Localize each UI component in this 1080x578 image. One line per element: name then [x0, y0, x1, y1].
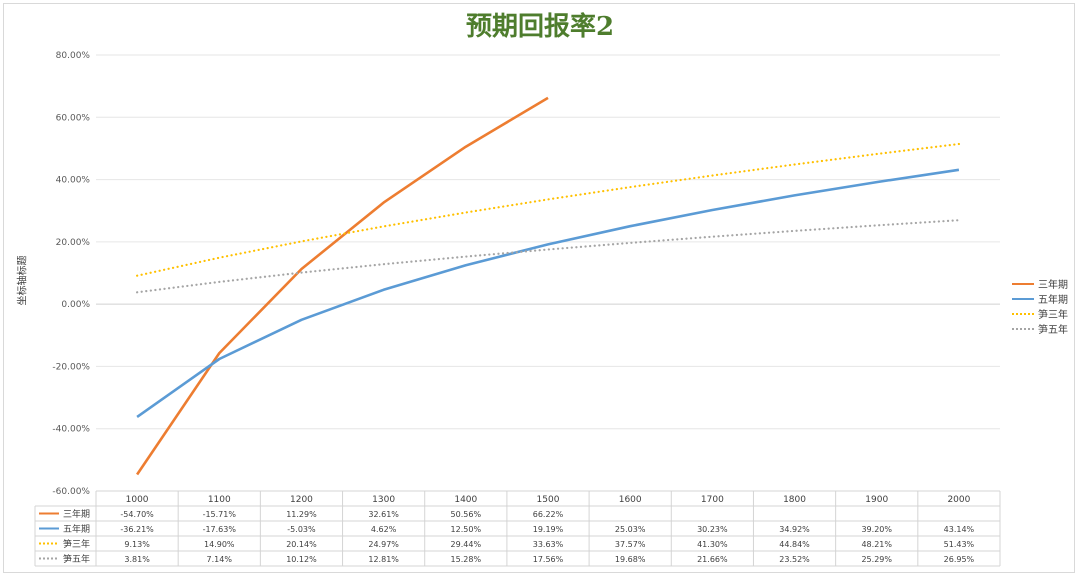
x-tick-label: 1000 — [126, 495, 149, 505]
x-tick-label: 1400 — [454, 495, 477, 505]
table-cell: -15.71% — [203, 510, 237, 519]
x-tick-label: 1600 — [619, 495, 642, 505]
table-cell: 26.95% — [944, 555, 975, 564]
table-cell: 25.03% — [615, 525, 646, 534]
x-tick-label: 1800 — [783, 495, 806, 505]
table-cell: -36.21% — [120, 525, 154, 534]
table-cell: 50.56% — [451, 510, 482, 519]
table-cell: 12.81% — [368, 555, 399, 564]
table-cell: 19.68% — [615, 555, 646, 564]
table-series-label: 笋五年 — [63, 553, 90, 565]
table-cell: 24.97% — [368, 540, 399, 549]
series-line — [136, 168, 960, 418]
table-cell: 51.43% — [944, 540, 975, 549]
legend-label: 笋三年 — [1038, 310, 1068, 321]
table-cell: 4.62% — [371, 525, 397, 534]
legend-swatch — [1012, 282, 1034, 285]
legend-label: 三年期 — [1038, 280, 1068, 291]
table-cell: -17.63% — [203, 525, 237, 534]
y-tick-label: 40.00% — [56, 176, 91, 186]
table-cell: 39.20% — [861, 525, 892, 534]
y-tick-label: -20.00% — [52, 362, 90, 372]
table-cell: 11.29% — [286, 510, 317, 519]
legend-item: 三年期 — [1012, 276, 1068, 291]
table-cell: 29.44% — [451, 540, 482, 549]
table-series-label: 笋三年 — [63, 538, 90, 550]
legend-swatch — [1012, 297, 1034, 300]
legend-swatch — [1012, 327, 1034, 330]
table-cell: 32.61% — [368, 510, 399, 519]
table-cell: 9.13% — [124, 540, 150, 549]
table-cell: 12.50% — [451, 525, 482, 534]
legend-item: 五年期 — [1012, 291, 1068, 306]
x-tick-label: 1700 — [701, 495, 724, 505]
legend-label: 五年期 — [1038, 295, 1068, 306]
table-cell: 19.19% — [533, 525, 564, 534]
x-tick-label: 1900 — [865, 495, 888, 505]
table-cell: 10.12% — [286, 555, 317, 564]
legend-label: 笋五年 — [1038, 325, 1068, 336]
table-cell: 30.23% — [697, 525, 728, 534]
series-line — [136, 96, 549, 476]
x-tick-label: 1500 — [537, 495, 560, 505]
table-series-label: 三年期 — [63, 508, 90, 520]
table-cell: 37.57% — [615, 540, 646, 549]
table-cell: 34.92% — [779, 525, 810, 534]
table-cell: -5.03% — [287, 525, 316, 534]
table-cell: 41.30% — [697, 540, 728, 549]
y-tick-label: -60.00% — [52, 487, 90, 497]
x-tick-label: 1200 — [290, 495, 313, 505]
y-tick-label: 20.00% — [56, 238, 91, 248]
x-tick-label: 1300 — [372, 495, 395, 505]
x-tick-label: 1100 — [208, 495, 231, 505]
chart-frame — [3, 3, 1075, 573]
x-tick-label: 2000 — [947, 495, 970, 505]
table-cell: 48.21% — [861, 540, 892, 549]
y-tick-label: -40.00% — [52, 425, 90, 435]
table-cell: 3.81% — [124, 555, 150, 564]
legend-swatch — [1012, 312, 1034, 315]
y-tick-label: 80.00% — [56, 51, 91, 61]
table-cell: 14.90% — [204, 540, 235, 549]
legend-item: 笋五年 — [1012, 321, 1068, 336]
y-tick-label: 0.00% — [61, 300, 90, 310]
table-cell: -54.70% — [120, 510, 154, 519]
series-line — [136, 142, 961, 277]
table-cell: 15.28% — [451, 555, 482, 564]
series-line — [136, 219, 961, 294]
legend: 三年期五年期笋三年笋五年 — [1012, 276, 1068, 336]
table-cell: 25.29% — [861, 555, 892, 564]
table-cell: 44.84% — [779, 540, 810, 549]
table-cell: 20.14% — [286, 540, 317, 549]
table-cell: 33.63% — [533, 540, 564, 549]
table-series-label: 五年期 — [63, 523, 90, 535]
table-cell: 43.14% — [944, 525, 975, 534]
table-cell: 17.56% — [533, 555, 564, 564]
chart-title: 预期回报率2 — [465, 12, 615, 42]
table-cell: 23.52% — [779, 555, 810, 564]
table-cell: 66.22% — [533, 510, 564, 519]
legend-item: 笋三年 — [1012, 306, 1068, 321]
y-tick-label: 60.00% — [56, 113, 91, 123]
table-cell: 7.14% — [207, 555, 233, 564]
table-cell: 21.66% — [697, 555, 728, 564]
